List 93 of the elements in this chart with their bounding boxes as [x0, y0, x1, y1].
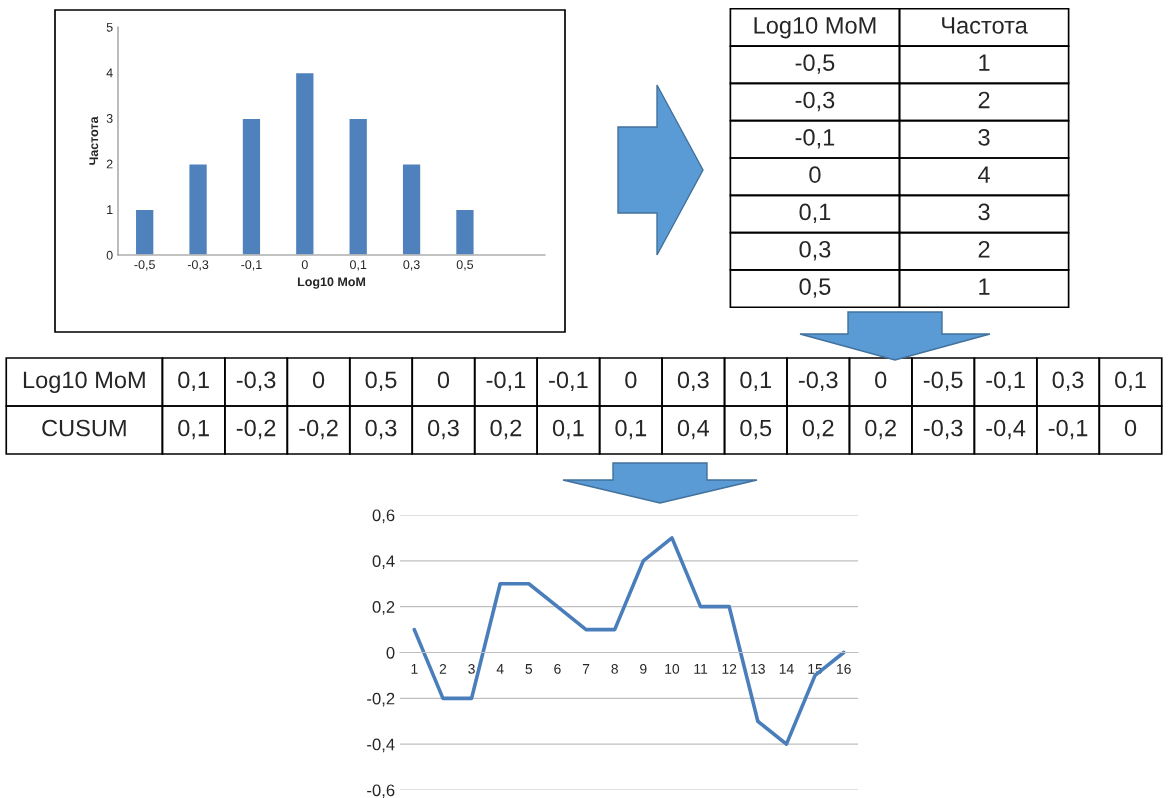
text: -0,3 — [795, 91, 835, 112]
text: 0,1 — [799, 203, 831, 224]
x-tick-label: 0,5 — [456, 260, 474, 271]
x-tick-label: 16 — [837, 663, 851, 674]
y-axis-title: Частота — [89, 116, 99, 165]
text: -0,3 — [236, 371, 276, 392]
x-tick-label: -0,3 — [187, 260, 209, 271]
text: Log10 MoM — [754, 17, 876, 39]
y-tick-label: 3 — [106, 114, 113, 123]
text: -0,2 — [236, 419, 276, 440]
text: 0,5 — [365, 371, 397, 392]
text: -0,5 — [795, 54, 835, 74]
x-tick-label: 0 — [301, 260, 308, 270]
text: 0 — [437, 371, 450, 389]
text: 2 — [978, 240, 990, 258]
y-tick-label: -0,6 — [367, 784, 395, 798]
y-tick-label: 5 — [106, 22, 113, 32]
bar — [134, 208, 155, 255]
x-tick-label: 1 — [411, 664, 418, 674]
text: 1 — [979, 278, 990, 295]
y-tick-label: -0,2 — [367, 692, 395, 707]
x-tick-label: 9 — [640, 663, 647, 674]
x-tick-label: 0,1 — [349, 260, 367, 271]
text: -0,1 — [486, 371, 526, 392]
x-tick-label: 13 — [751, 663, 765, 674]
x-tick-label: 8 — [611, 663, 618, 674]
bar — [401, 163, 422, 255]
x-tick-label: 0,3 — [403, 260, 420, 271]
text: 0,2 — [802, 419, 834, 440]
text: Частота — [942, 17, 1028, 34]
text: Log10 MoM — [23, 371, 145, 393]
text: 4 — [978, 166, 990, 183]
y-tick-label: 0 — [106, 250, 113, 260]
text: 0,5 — [799, 278, 831, 298]
text: 0,3 — [365, 419, 397, 440]
y-tick-label: 1 — [107, 205, 113, 214]
text: -0,2 — [299, 419, 338, 440]
text: 3 — [978, 128, 990, 146]
bar — [348, 117, 369, 255]
y-tick-label: 0,2 — [372, 601, 395, 615]
x-tick-label: -0,5 — [134, 260, 155, 271]
x-tick-label: -0,1 — [241, 260, 262, 271]
text: -0,1 — [1048, 419, 1088, 440]
x-tick-label: 10 — [665, 663, 680, 674]
text: 0,3 — [677, 371, 709, 392]
text: -0,1 — [549, 371, 588, 392]
text: 3 — [978, 203, 990, 221]
text: CUSUM — [42, 419, 126, 437]
text: 0,2 — [865, 419, 896, 440]
y-tick-label: -0,4 — [367, 738, 395, 753]
bar — [294, 71, 315, 255]
text: 0 — [875, 371, 887, 389]
x-tick-label: 2 — [439, 663, 447, 674]
x-tick-label: 5 — [525, 664, 533, 674]
y-tick-label: 4 — [106, 68, 113, 78]
y-tick-label: 0,6 — [372, 509, 395, 524]
text: -0,3 — [923, 419, 963, 440]
x-tick-label: 4 — [496, 664, 504, 674]
text: 0,4 — [677, 419, 710, 440]
x-tick-label: 14 — [779, 664, 794, 674]
x-tick-label: 11 — [694, 664, 708, 674]
bar — [241, 117, 262, 255]
text: 1 — [979, 54, 990, 71]
text: 2 — [978, 91, 990, 109]
text: 0 — [625, 371, 637, 389]
text: -0,1 — [986, 371, 1025, 392]
text: 0,1 — [1115, 371, 1146, 392]
bar — [454, 208, 475, 255]
text: 0,1 — [178, 419, 209, 440]
text: 0,1 — [552, 419, 584, 440]
text: 0 — [312, 371, 325, 389]
y-tick-label: 0,4 — [372, 555, 395, 570]
text: 0,1 — [615, 419, 647, 440]
text: 0,1 — [178, 371, 209, 392]
bar — [188, 163, 209, 255]
text: -0,4 — [986, 419, 1026, 440]
text: 0,3 — [427, 419, 459, 440]
x-tick-label: 12 — [722, 663, 737, 674]
y-tick-label: 0 — [386, 646, 395, 659]
text: 0,1 — [740, 371, 772, 392]
x-tick-label: 6 — [554, 663, 561, 674]
x-axis-title: Log10 MoM — [297, 277, 366, 289]
text: 0,3 — [1052, 371, 1084, 392]
text: -0,1 — [795, 128, 835, 149]
text: -0,3 — [798, 371, 838, 392]
y-tick-label: 2 — [106, 159, 113, 169]
x-tick-label: 7 — [582, 664, 590, 674]
text: -0,5 — [923, 371, 963, 392]
text: 0 — [809, 166, 821, 183]
x-tick-label: 3 — [468, 663, 475, 674]
text: 0,2 — [490, 419, 522, 440]
text: 0 — [1124, 419, 1137, 437]
text: 0,5 — [740, 419, 772, 440]
